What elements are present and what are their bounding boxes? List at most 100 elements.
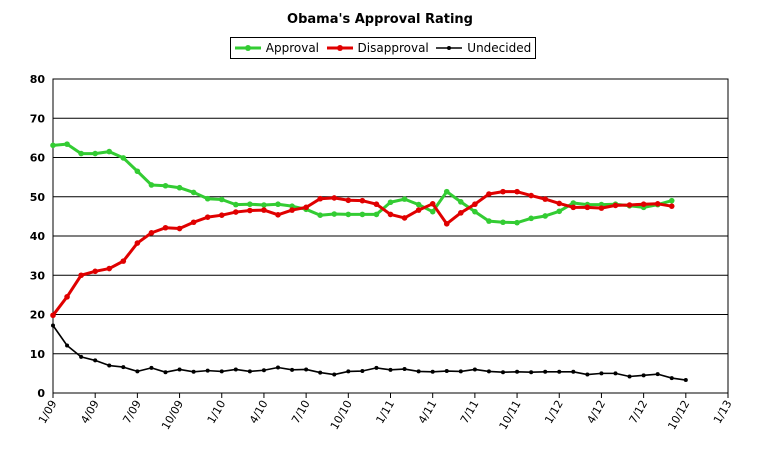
x-tick-label-8: 1/11 — [373, 398, 397, 426]
point-approval-13 — [233, 201, 239, 208]
point-approval-7 — [148, 182, 155, 188]
point-approval-16 — [275, 201, 281, 208]
point-undecided-21 — [346, 369, 351, 374]
point-undecided-42 — [641, 373, 646, 378]
x-tick-label-4: 1/10 — [205, 398, 229, 426]
point-disapproval-3 — [92, 268, 98, 275]
point-disapproval-21 — [345, 197, 352, 204]
y-tick-label-40: 40 — [30, 230, 46, 243]
point-approval-12 — [218, 196, 225, 203]
legend-item-undecided: Undecided — [436, 41, 531, 55]
point-undecided-41 — [627, 374, 632, 379]
point-approval-29 — [458, 199, 464, 205]
x-tick-label-2: 7/09 — [120, 398, 144, 426]
point-undecided-27 — [430, 369, 435, 374]
point-disapproval-18 — [303, 204, 309, 211]
point-undecided-37 — [571, 369, 576, 374]
point-disapproval-0 — [50, 312, 56, 319]
point-disapproval-36 — [556, 200, 563, 207]
point-approval-21 — [345, 211, 352, 218]
point-disapproval-13 — [233, 209, 239, 215]
point-approval-33 — [514, 219, 520, 226]
point-undecided-40 — [613, 371, 618, 376]
point-disapproval-37 — [570, 204, 577, 211]
point-undecided-34 — [529, 370, 534, 375]
point-undecided-7 — [149, 365, 154, 370]
x-tick-label-11: 10/11 — [497, 398, 524, 432]
point-disapproval-38 — [584, 204, 591, 211]
y-tick-label-80: 80 — [30, 73, 46, 86]
point-disapproval-42 — [640, 201, 647, 208]
point-disapproval-33 — [514, 188, 520, 195]
point-undecided-23 — [374, 365, 379, 370]
point-approval-3 — [92, 150, 98, 157]
point-disapproval-23 — [373, 201, 380, 208]
point-undecided-26 — [416, 369, 421, 374]
legend-item-approval: Approval — [234, 41, 319, 55]
x-tick-label-5: 4/10 — [247, 398, 271, 426]
point-undecided-45 — [683, 378, 688, 383]
point-disapproval-19 — [317, 195, 323, 202]
point-disapproval-20 — [331, 195, 338, 201]
point-approval-14 — [247, 201, 253, 208]
point-disapproval-35 — [542, 196, 548, 202]
x-tick-label-10: 7/11 — [458, 398, 482, 426]
point-disapproval-30 — [472, 201, 478, 208]
point-disapproval-29 — [458, 210, 464, 216]
point-approval-9 — [176, 184, 183, 191]
point-approval-17 — [289, 203, 295, 209]
point-approval-44 — [668, 197, 675, 204]
point-approval-4 — [106, 148, 113, 155]
point-undecided-8 — [163, 370, 168, 375]
y-tick-label-30: 30 — [30, 269, 46, 282]
point-approval-36 — [556, 208, 563, 215]
point-approval-19 — [317, 212, 323, 218]
point-disapproval-31 — [486, 191, 492, 197]
x-tick-label-16: 1/13 — [711, 398, 735, 426]
point-disapproval-8 — [162, 224, 169, 231]
chart-title: Obama's Approval Rating — [287, 12, 473, 27]
point-disapproval-4 — [106, 265, 113, 272]
x-tick-label-1: 4/09 — [78, 398, 102, 426]
point-disapproval-32 — [500, 188, 506, 195]
x-tick-label-3: 10/09 — [159, 398, 186, 432]
point-approval-11 — [204, 195, 211, 202]
point-approval-10 — [190, 189, 197, 196]
point-disapproval-34 — [528, 192, 534, 199]
point-undecided-16 — [276, 365, 280, 370]
point-undecided-14 — [247, 369, 252, 374]
point-approval-15 — [261, 202, 267, 208]
point-undecided-5 — [121, 365, 126, 370]
point-undecided-31 — [486, 369, 491, 374]
point-disapproval-27 — [429, 201, 436, 207]
point-undecided-39 — [599, 371, 604, 376]
point-undecided-35 — [543, 369, 548, 374]
point-undecided-2 — [79, 354, 84, 359]
point-undecided-44 — [669, 376, 674, 381]
legend-swatch-undecided — [436, 46, 463, 50]
point-disapproval-39 — [598, 205, 605, 211]
point-undecided-20 — [332, 372, 337, 377]
legend-swatch-disapproval — [326, 45, 353, 51]
point-undecided-22 — [360, 369, 365, 374]
y-tick-label-60: 60 — [30, 152, 46, 165]
point-disapproval-17 — [289, 207, 295, 213]
y-tick-label-10: 10 — [30, 348, 46, 361]
point-disapproval-24 — [387, 211, 394, 218]
point-approval-30 — [472, 208, 478, 215]
point-approval-0 — [50, 142, 56, 149]
x-tick-label-6: 7/10 — [289, 398, 313, 426]
x-tick-label-0: 1/09 — [36, 398, 60, 426]
point-disapproval-26 — [415, 207, 422, 213]
point-undecided-1 — [65, 343, 70, 348]
point-disapproval-6 — [134, 240, 141, 246]
point-undecided-0 — [51, 323, 55, 328]
series-line-disapproval — [51, 190, 672, 317]
x-tick-label-12: 1/12 — [542, 398, 566, 426]
point-approval-24 — [387, 199, 394, 206]
x-tick-label-13: 4/12 — [584, 398, 608, 426]
y-tick-label-50: 50 — [30, 191, 46, 204]
point-disapproval-22 — [359, 197, 366, 204]
point-disapproval-15 — [261, 207, 267, 213]
point-approval-35 — [542, 213, 548, 219]
